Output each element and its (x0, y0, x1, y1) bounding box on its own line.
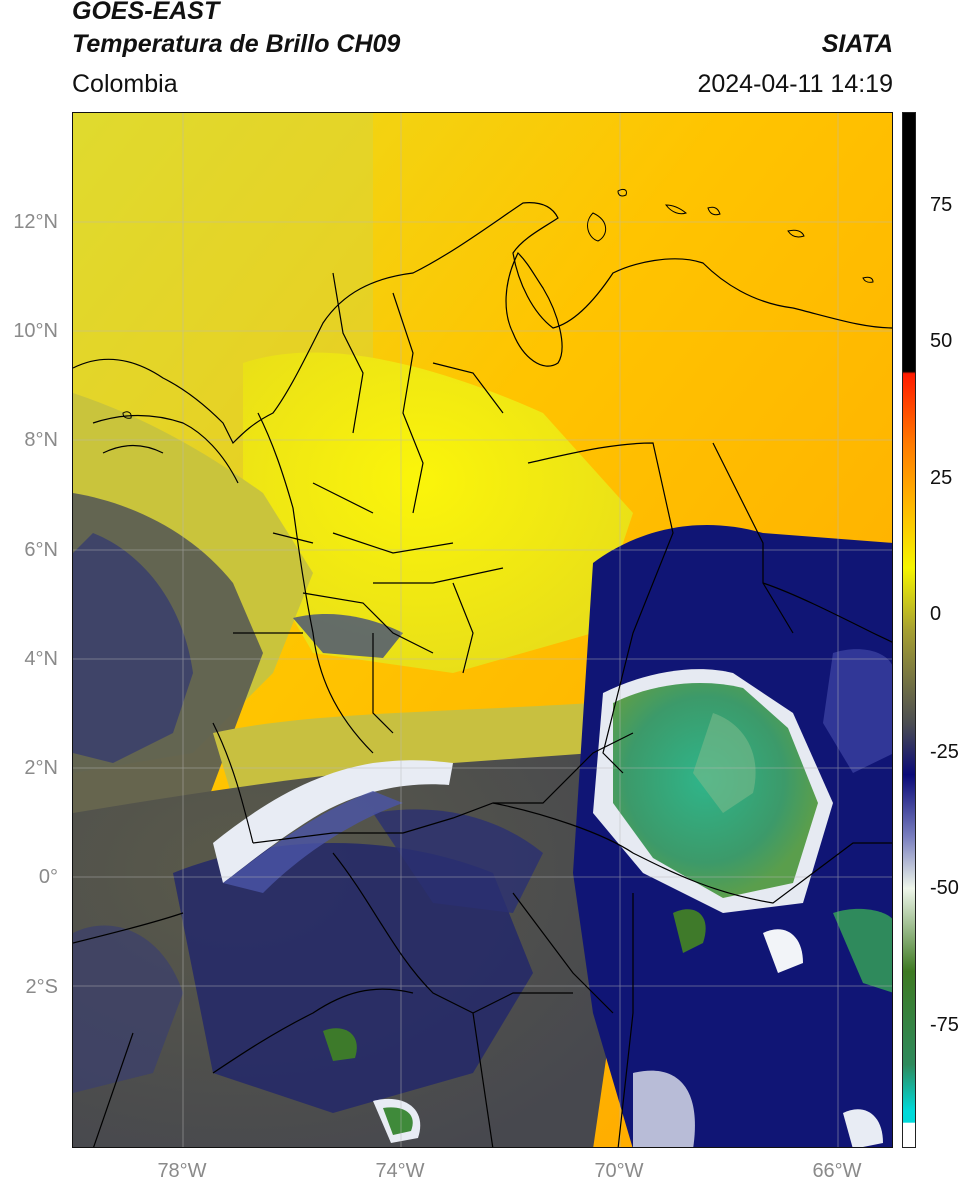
colorbar-tick-label: 75 (930, 194, 953, 216)
islands (122, 188, 874, 419)
brightness-temperature-map (72, 112, 893, 1148)
colorbar-tick-label: 50 (930, 330, 953, 352)
lon-tick-label: 70°W (594, 1160, 644, 1182)
lon-tick-label: 66°W (812, 1160, 862, 1182)
product-title: Temperatura de Brillo CH09 (72, 30, 401, 58)
colorbar-tick-label: 0 (930, 603, 942, 625)
lat-tick-label: 6°N (24, 539, 58, 561)
colorbar-tick-label: -75 (930, 1014, 959, 1036)
lat-tick-label: 4°N (24, 648, 58, 670)
satellite-title: GOES-EAST (72, 0, 220, 25)
lat-tick-label: 8°N (24, 429, 58, 451)
agency-label: SIATA (821, 30, 893, 58)
lat-tick-label: 2°N (24, 757, 58, 779)
datetime-label: 2024-04-11 14:19 (697, 70, 893, 98)
colorbar-tick-label: -25 (930, 741, 959, 763)
graticule (73, 113, 892, 1147)
lon-tick-label: 74°W (375, 1160, 425, 1182)
lat-tick-label: 0° (38, 866, 58, 888)
lat-tick-label: 10°N (13, 320, 58, 342)
colorbar-tick-label: -50 (930, 877, 959, 899)
colorbar-tick-label: 25 (930, 467, 953, 489)
map-canvas (73, 113, 892, 1147)
boundaries (73, 202, 892, 1147)
lat-tick-label: 12°N (13, 211, 58, 233)
lon-tick-label: 78°W (157, 1160, 207, 1182)
lat-tick-label: 2°S (25, 976, 58, 998)
region-label: Colombia (72, 70, 178, 98)
colorbar (902, 112, 916, 1148)
